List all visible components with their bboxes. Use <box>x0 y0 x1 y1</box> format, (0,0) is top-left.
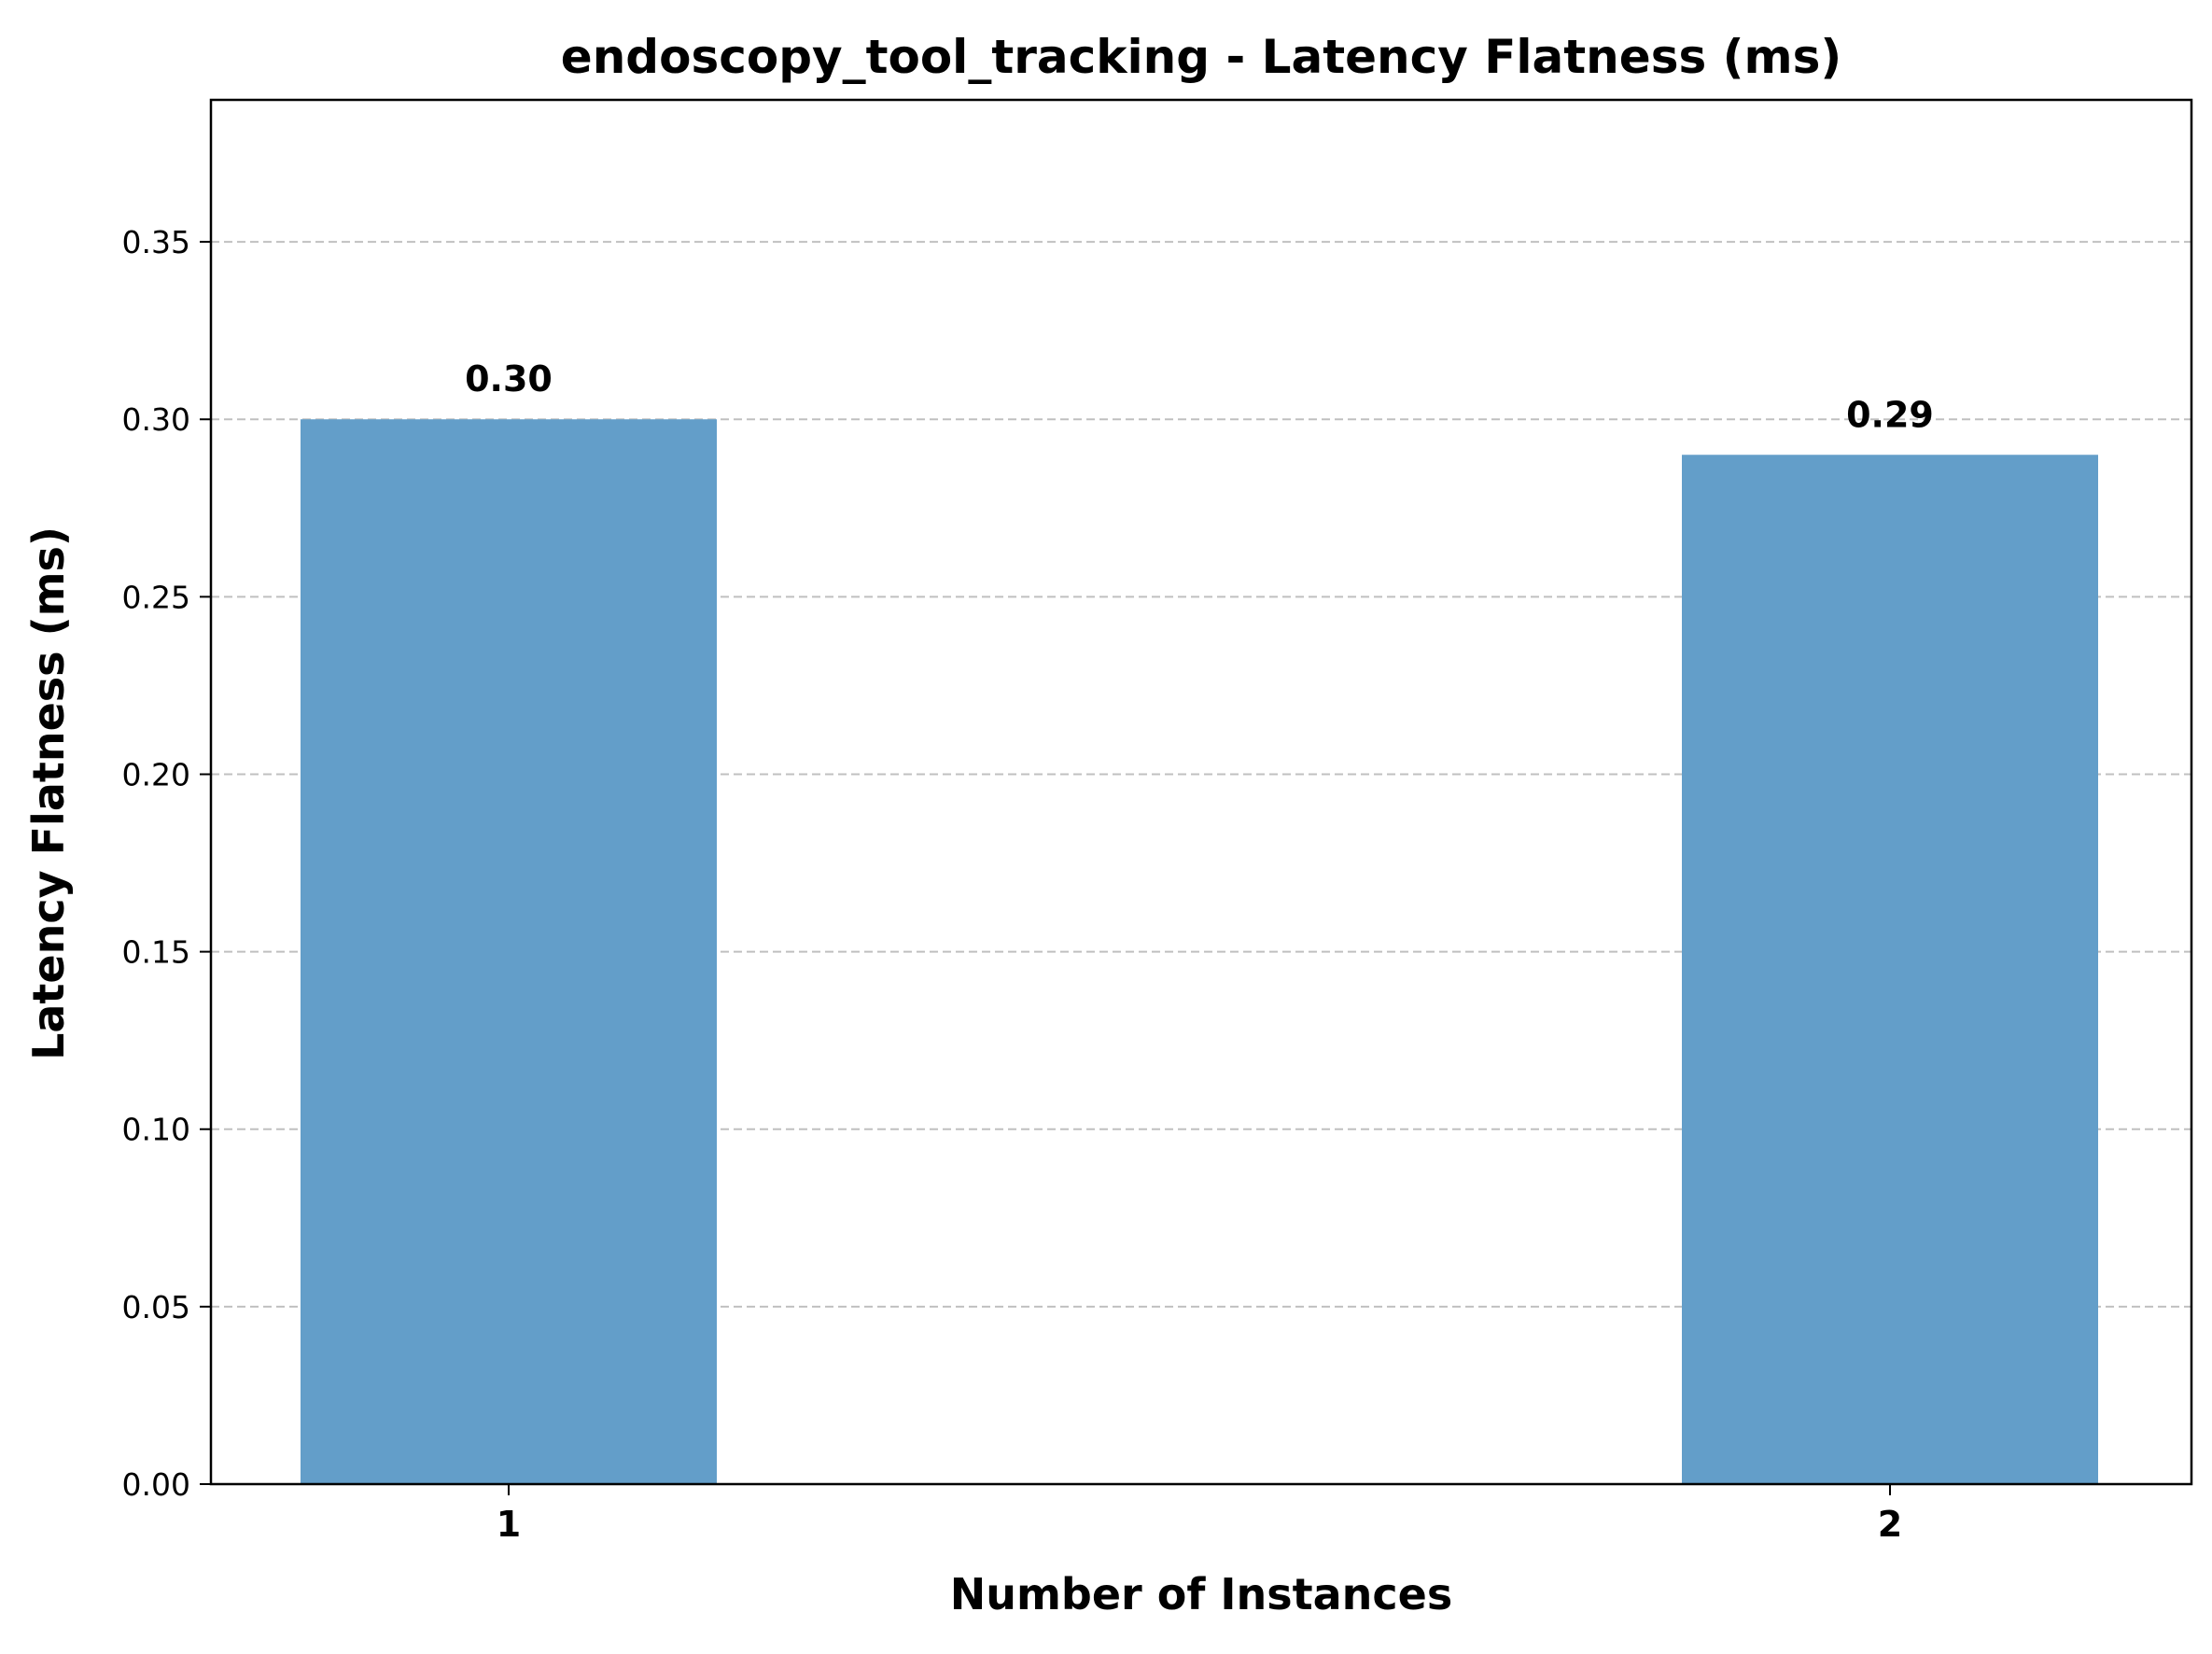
y-tick-label: 0.30 <box>122 401 190 438</box>
y-tick-label: 0.15 <box>122 934 190 971</box>
y-axis-ticks: 0.00 0.05 0.10 0.15 0.20 0.25 0.30 0.35 <box>122 224 211 1503</box>
bar-2 <box>1682 455 2098 1485</box>
y-tick-label: 0.05 <box>122 1289 190 1325</box>
chart-title: endoscopy_tool_tracking - Latency Flatne… <box>561 30 1841 84</box>
bar-1 <box>301 419 717 1485</box>
bar-value-labels: 0.30 0.29 <box>465 358 1934 435</box>
plot-frame <box>209 98 2193 1486</box>
x-tick-label: 1 <box>497 1504 521 1545</box>
bar-value-label: 0.30 <box>465 358 553 399</box>
y-tick-label: 0.10 <box>122 1112 190 1148</box>
y-tick-label: 0.35 <box>122 224 190 260</box>
y-tick-label: 0.25 <box>122 579 190 615</box>
y-axis-label: Latency Flatness (ms) <box>23 526 74 1060</box>
x-tick-label: 2 <box>1878 1504 1902 1545</box>
y-tick-label: 0.20 <box>122 756 190 792</box>
bars <box>301 419 2098 1485</box>
bar-value-label: 0.29 <box>1846 394 1934 435</box>
y-tick-label: 0.00 <box>122 1466 190 1503</box>
x-axis-label: Number of Instances <box>950 1569 1453 1619</box>
